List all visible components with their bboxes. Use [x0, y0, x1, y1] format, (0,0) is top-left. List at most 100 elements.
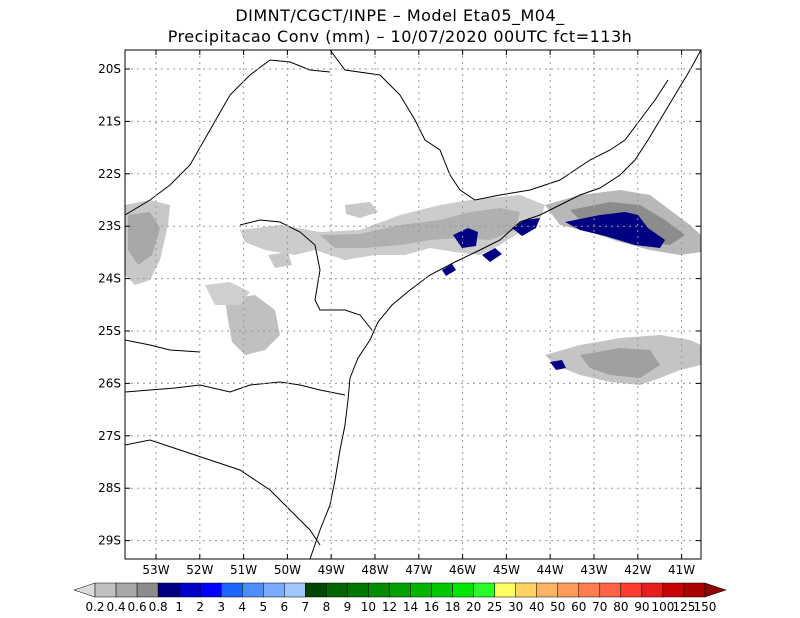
coastline	[309, 50, 701, 559]
state-border-sp-mg	[329, 50, 669, 201]
colorbar-swatch	[305, 582, 327, 598]
colorbar-swatch	[136, 582, 159, 598]
colorbar-label: 0.4	[107, 600, 126, 614]
colorbar-swatch	[536, 582, 558, 598]
colorbar-swatch	[494, 582, 516, 598]
colorbar-label: 5	[259, 600, 267, 614]
colorbar-label: 50	[550, 600, 565, 614]
lon-label: 52W	[186, 563, 213, 577]
colorbar-label: 7	[302, 600, 310, 614]
colorbar-swatch	[620, 582, 643, 598]
colorbar-label: 6	[281, 600, 289, 614]
colorbar-swatch	[157, 582, 180, 598]
lon-label: 41W	[668, 563, 695, 577]
colorbar-label: 25	[487, 600, 502, 614]
colorbar-label: 4	[238, 600, 246, 614]
colorbar-swatch	[662, 582, 685, 598]
colorbar-swatch	[178, 582, 201, 598]
lon-label: 49W	[318, 563, 345, 577]
colorbar-label: 90	[634, 600, 649, 614]
colorbar-label: 1	[175, 600, 183, 614]
colorbar-label: 12	[382, 600, 397, 614]
colorbar-label: 30	[508, 600, 523, 614]
colorbar-swatch	[368, 582, 390, 598]
colorbar-swatch	[473, 582, 495, 598]
colorbar-swatch	[284, 582, 306, 598]
lat-label: 29S	[98, 534, 121, 548]
colorbar-label: 16	[424, 600, 439, 614]
colorbar-swatch	[410, 582, 432, 598]
colorbar-swatch	[115, 582, 138, 598]
colorbar-label: 150	[694, 600, 717, 614]
lon-label: 44W	[537, 563, 564, 577]
lon-label: 45W	[493, 563, 520, 577]
colorbar-swatch	[347, 582, 369, 598]
colorbar-label: 20	[466, 600, 481, 614]
map-title-line-1: DIMNT/CGCT/INPE – Model Eta05_M04_	[235, 6, 565, 25]
colorbar-label: 100	[651, 600, 674, 614]
precip-area-west-strip-dark	[128, 212, 160, 265]
precip-area-small-2	[268, 252, 292, 268]
colorbar-swatch	[326, 582, 348, 598]
colorbar-label: 10	[361, 600, 376, 614]
map-frame	[124, 49, 702, 560]
precipitation-field-heavy	[442, 212, 665, 370]
colorbar-label: 0.6	[128, 600, 147, 614]
state-border-sc-rs	[125, 439, 321, 546]
colorbar-swatch	[263, 582, 285, 598]
colorbar-swatch	[578, 582, 601, 598]
precip-heavy-coast-1	[512, 218, 540, 236]
colorbar-label: 0.2	[85, 600, 104, 614]
lat-label: 23S	[98, 219, 121, 233]
lon-label: 46W	[449, 563, 476, 577]
colorbar-swatch	[641, 582, 664, 598]
lat-label: 22S	[98, 167, 121, 181]
colorbar-swatch	[557, 582, 580, 598]
map-grid	[125, 50, 701, 559]
colorbar-label: 80	[613, 600, 628, 614]
longitude-axis: 53W 52W 51W 50W 49W 48W 47W 46W 45W 44W 43W 42W 41W	[142, 50, 695, 577]
colorbar-swatch	[242, 582, 264, 598]
colorbar-swatch-low	[73, 582, 96, 598]
colorbar-swatch	[599, 582, 622, 598]
lat-label: 28S	[98, 481, 121, 495]
lon-label: 43W	[580, 563, 607, 577]
colorbar-label: 9	[344, 600, 352, 614]
precip-area-small-1	[345, 202, 378, 218]
colorbar-label: 70	[592, 600, 607, 614]
precip-area-ocean-south-dark	[580, 348, 660, 378]
state-border-sp-pr	[239, 219, 373, 331]
precip-heavy-center	[453, 228, 478, 248]
map-content	[125, 50, 701, 559]
colorbar-swatch	[94, 582, 117, 598]
colorbar-swatch	[431, 582, 453, 598]
state-border-ms-sp	[125, 59, 331, 216]
lon-label: 51W	[230, 563, 257, 577]
colorbar-swatch	[452, 582, 474, 598]
colorbar-swatch	[389, 582, 411, 598]
lat-label: 27S	[98, 429, 121, 443]
latitude-axis: 20S 21S 22S 23S 24S 25S 26S 27S 28S 29S	[98, 62, 701, 548]
colorbar-label: 14	[403, 600, 418, 614]
precip-area-inland-patch	[225, 295, 280, 355]
colorbar-label: 8	[323, 600, 331, 614]
colorbar-swatch-high	[704, 582, 727, 598]
precip-heavy-coast-2	[482, 248, 502, 262]
lon-label: 47W	[405, 563, 432, 577]
state-border-pr-sc	[125, 381, 346, 396]
colorbar-label: 60	[571, 600, 586, 614]
colorbar-swatch	[199, 582, 222, 598]
colorbar-swatch	[683, 582, 706, 598]
lat-label: 24S	[98, 272, 121, 286]
precip-heavy-east	[565, 212, 665, 248]
lon-label: 42W	[624, 563, 651, 577]
map-borders	[125, 50, 701, 559]
map-title-line-2: Precipitacao Conv (mm) – 10/07/2020 00UT…	[167, 27, 633, 46]
precip-area-inland-patch-2	[205, 282, 250, 305]
lon-label: 48W	[361, 563, 388, 577]
lat-label: 21S	[98, 114, 121, 128]
precipitation-colorbar: 0.2 0.4 0.6 0.8 1 2 3 4 5 6 7 8 9 10 12 14 16 18 20 25 30 40 5…	[73, 582, 727, 614]
lat-label: 20S	[98, 62, 121, 76]
lon-label: 53W	[142, 563, 169, 577]
